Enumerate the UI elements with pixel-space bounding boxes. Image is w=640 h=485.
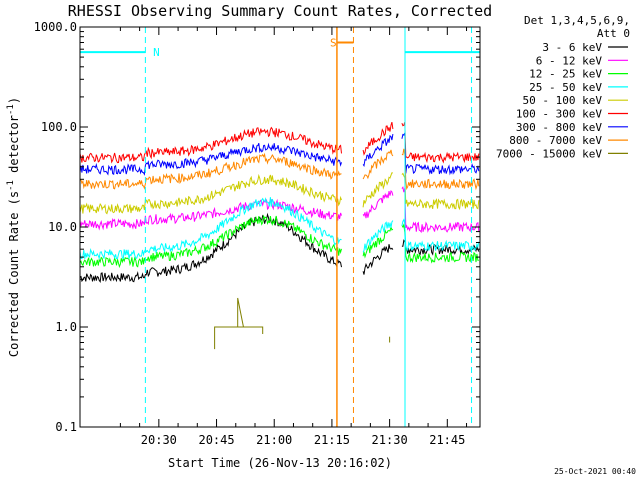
series-line-5-seg-0 (79, 126, 342, 164)
footer-timestamp: 25-Oct-2021 00:40 (554, 467, 636, 476)
series-line-8 (214, 326, 264, 350)
series-line-4-seg-1 (362, 172, 393, 208)
series-line-2-seg-1 (362, 225, 394, 259)
x-tick-label: 20:45 (198, 433, 234, 447)
legend-label-7: 800 - 7000 keV (509, 134, 602, 147)
series-line-7-seg-2 (401, 148, 480, 191)
x-tick-label: 21:00 (256, 433, 292, 447)
series-line-5-seg-1 (362, 121, 394, 156)
legend-label-6: 300 - 800 keV (516, 121, 602, 134)
series-line-3-seg-2 (401, 218, 480, 252)
series-line-5-seg-2 (401, 122, 480, 164)
legend-label-4: 50 - 100 keV (523, 94, 603, 107)
x-axis-label: Start Time (26-Nov-13 20:16:02) (168, 456, 392, 470)
y-tick-label: 1.0 (55, 320, 77, 334)
x-tick-label: 21:15 (314, 433, 350, 447)
series-layer (79, 121, 480, 350)
x-axis: 20:30 20:45 21:00 21:15 21:30 21:45 (119, 27, 468, 447)
series-line-3-seg-0 (79, 197, 342, 260)
series-line-3-seg-1 (362, 220, 394, 253)
legend-label-5: 100 - 300 keV (516, 108, 602, 121)
series-line-4-seg-2 (401, 172, 480, 211)
y-axis: 0.1 1.0 10.0 100.0 1000.0 (34, 20, 480, 434)
x-tick-label: 21:30 (372, 433, 408, 447)
series-line-2-seg-0 (79, 214, 342, 269)
legend-label-1: 6 - 12 keV (536, 54, 603, 67)
series-line-2-seg-2 (401, 223, 479, 264)
x-tick-label: 21:45 (429, 433, 465, 447)
chart-title: RHESSI Observing Summary Count Rates, Co… (68, 2, 492, 20)
y-axis-label: Corrected Count Rate (s-1 detector-1) (6, 97, 21, 357)
y-tick-label: 1000.0 (34, 20, 77, 34)
legend-header-line-1: Det 1,3,4,5,6,9, (524, 14, 630, 27)
series-spike-8 (237, 297, 244, 328)
legend-label-3: 25 - 50 keV (529, 81, 602, 94)
series-line-7-seg-1 (362, 149, 394, 180)
flag-n-label: N (153, 46, 160, 59)
legend-header-line-2: Att 0 (597, 27, 630, 40)
x-tick-label: 20:30 (141, 433, 177, 447)
series-line-4-seg-0 (79, 173, 342, 215)
series-line-7-seg-0 (79, 152, 342, 190)
series-line-1-seg-2 (401, 186, 480, 234)
series-line-0-seg-0 (79, 212, 342, 283)
series-line-6-seg-0 (79, 142, 342, 176)
series-line-1-seg-0 (79, 198, 342, 231)
flag-s-label: S (330, 36, 337, 49)
series-line-6-seg-1 (362, 134, 394, 168)
series-line-1-seg-1 (362, 189, 394, 219)
legend-label-0: 3 - 6 keV (542, 41, 602, 54)
y-tick-label: 10.0 (48, 220, 77, 234)
flags-layer: NS (79, 27, 480, 427)
plot-frame (79, 26, 481, 428)
legend-label-2: 12 - 25 keV (529, 68, 602, 81)
series-line-0-seg-2 (401, 239, 480, 256)
series-line-6-seg-2 (401, 132, 480, 176)
y-tick-label: 100.0 (41, 120, 77, 134)
series-line-0-seg-1 (362, 244, 394, 275)
y-tick-label: 0.1 (55, 420, 77, 434)
legend-label-8: 7000 - 15000 keV (496, 147, 602, 160)
